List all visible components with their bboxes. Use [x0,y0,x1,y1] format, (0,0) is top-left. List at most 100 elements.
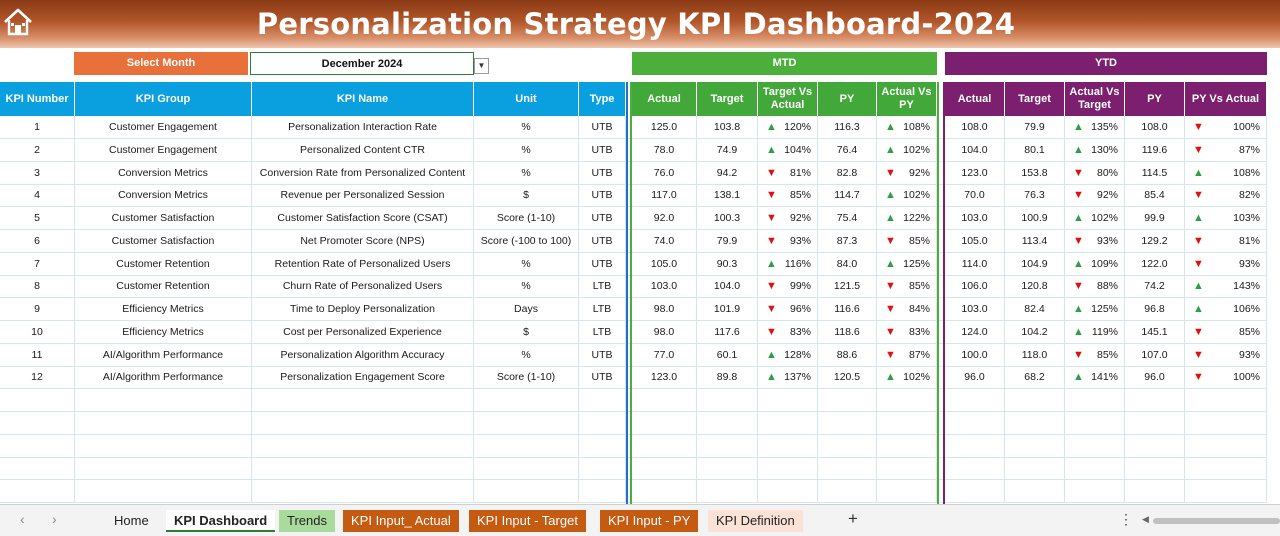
cell-m-target[interactable]: 74.9 [697,138,758,161]
cell-unit[interactable]: $ [474,320,579,343]
cell-num[interactable] [0,389,75,411]
cell-m-tva[interactable]: ▼ 85% [758,184,818,207]
cell-y-pva[interactable]: ▼ 100% [1185,116,1267,138]
cell-y-actual[interactable]: 106.0 [945,275,1005,298]
cell-m-py[interactable]: 121.5 [818,275,877,298]
cell-m-target[interactable]: 90.3 [697,252,758,275]
cell-y-avt[interactable]: ▼ 80% [1065,161,1125,184]
cell-m-avp[interactable] [877,457,937,480]
cell-type[interactable]: UTB [579,229,626,252]
cell-num[interactable]: 2 [0,138,75,161]
cell-m-avp[interactable]: ▼ 83% [877,320,937,343]
cell-type[interactable]: UTB [579,116,626,138]
cell-group[interactable]: Conversion Metrics [75,184,252,207]
cell-m-avp[interactable] [877,434,937,457]
cell-unit[interactable]: % [474,343,579,366]
cell-m-actual[interactable]: 98.0 [632,298,697,320]
cell-y-pva[interactable]: ▲ 106% [1185,298,1267,320]
cell-y-py[interactable]: 85.4 [1125,184,1185,207]
cell-y-pva[interactable] [1185,457,1267,480]
cell-m-avp[interactable] [877,411,937,434]
cell-unit[interactable]: % [474,116,579,138]
cell-m-py[interactable] [818,457,877,480]
plus-icon[interactable]: + [848,509,858,528]
cell-m-actual[interactable]: 125.0 [632,116,697,138]
cell-y-actual[interactable]: 114.0 [945,252,1005,275]
cell-y-pva[interactable]: ▲ 108% [1185,161,1267,184]
cell-group[interactable]: Customer Retention [75,275,252,298]
cell-m-target[interactable]: 94.2 [697,161,758,184]
cell-group[interactable] [75,457,252,480]
cell-m-py[interactable]: 116.3 [818,116,877,138]
cell-y-py[interactable]: 107.0 [1125,343,1185,366]
cell-y-pva[interactable]: ▼ 93% [1185,252,1267,275]
cell-y-avt[interactable]: ▲ 135% [1065,116,1125,138]
cell-y-py[interactable]: 74.2 [1125,275,1185,298]
cell-group[interactable]: Customer Engagement [75,138,252,161]
cell-group[interactable]: Customer Satisfaction [75,207,252,229]
cell-m-tva[interactable] [758,480,818,502]
cell-num[interactable] [0,457,75,480]
cell-y-target[interactable] [1005,457,1065,480]
cell-y-pva[interactable]: ▲ 103% [1185,207,1267,229]
cell-m-target[interactable] [697,411,758,434]
cell-unit[interactable]: % [474,138,579,161]
cell-y-actual[interactable]: 70.0 [945,184,1005,207]
cell-num[interactable]: 9 [0,298,75,320]
cell-m-target[interactable]: 104.0 [697,275,758,298]
cell-m-target[interactable] [697,457,758,480]
cell-num[interactable]: 3 [0,161,75,184]
cell-y-actual[interactable] [945,434,1005,457]
cell-m-avp[interactable]: ▼ 92% [877,161,937,184]
cell-group[interactable] [75,411,252,434]
cell-m-tva[interactable]: ▲ 104% [758,138,818,161]
cell-y-target[interactable] [1005,480,1065,502]
cell-y-actual[interactable] [945,389,1005,411]
cell-m-tva[interactable]: ▼ 93% [758,229,818,252]
cell-name[interactable] [252,411,474,434]
cell-y-target[interactable]: 82.4 [1005,298,1065,320]
cell-name[interactable]: Revenue per Personalized Session [252,184,474,207]
cell-type[interactable] [579,389,626,411]
cell-m-avp[interactable]: ▼ 84% [877,298,937,320]
cell-num[interactable]: 4 [0,184,75,207]
cell-y-py[interactable]: 99.9 [1125,207,1185,229]
cell-m-actual[interactable]: 77.0 [632,343,697,366]
cell-y-pva[interactable]: ▼ 82% [1185,184,1267,207]
cell-num[interactable]: 6 [0,229,75,252]
cell-unit[interactable] [474,434,579,457]
cell-m-py[interactable]: 87.3 [818,229,877,252]
cell-group[interactable] [75,480,252,502]
cell-group[interactable]: Customer Retention [75,252,252,275]
cell-m-actual[interactable]: 103.0 [632,275,697,298]
cell-y-pva[interactable]: ▼ 81% [1185,229,1267,252]
cell-y-avt[interactable]: ▲ 130% [1065,138,1125,161]
cell-group[interactable] [75,389,252,411]
cell-type[interactable]: UTB [579,138,626,161]
cell-y-py[interactable]: 122.0 [1125,252,1185,275]
cell-m-target[interactable]: 103.8 [697,116,758,138]
cell-y-py[interactable]: 96.0 [1125,366,1185,389]
cell-name[interactable]: Personalization Interaction Rate [252,116,474,138]
cell-m-actual[interactable] [632,457,697,480]
cell-m-py[interactable]: 82.8 [818,161,877,184]
cell-type[interactable] [579,457,626,480]
cell-m-actual[interactable]: 105.0 [632,252,697,275]
cell-unit[interactable]: % [474,275,579,298]
cell-y-target[interactable] [1005,411,1065,434]
cell-name[interactable] [252,480,474,502]
cell-name[interactable]: Conversion Rate from Personalized Conten… [252,161,474,184]
cell-m-py[interactable]: 76.4 [818,138,877,161]
cell-y-actual[interactable] [945,480,1005,502]
cell-m-tva[interactable]: ▲ 116% [758,252,818,275]
cell-m-tva[interactable]: ▼ 81% [758,161,818,184]
cell-y-actual[interactable]: 123.0 [945,161,1005,184]
cell-name[interactable]: Churn Rate of Personalized Users [252,275,474,298]
cell-y-avt[interactable]: ▲ 125% [1065,298,1125,320]
cell-unit[interactable] [474,389,579,411]
cell-y-py[interactable] [1125,457,1185,480]
cell-y-actual[interactable] [945,411,1005,434]
cell-m-tva[interactable] [758,411,818,434]
cell-m-actual[interactable]: 98.0 [632,320,697,343]
cell-m-tva[interactable]: ▲ 128% [758,343,818,366]
